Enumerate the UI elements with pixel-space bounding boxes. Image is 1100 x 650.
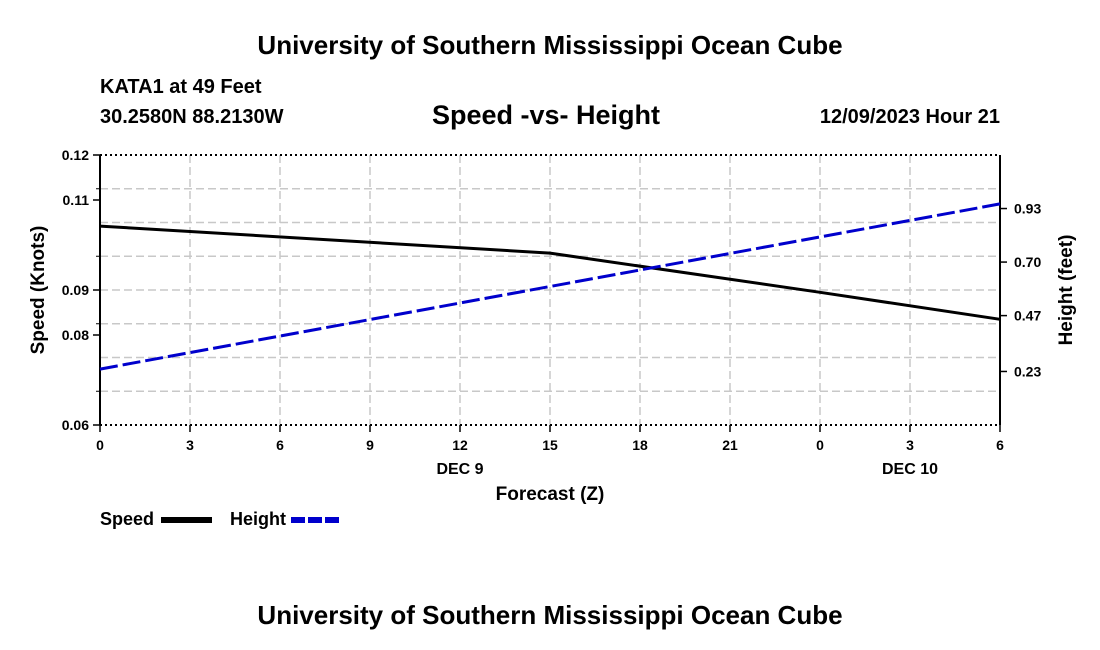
x-tick-label: 15 — [542, 437, 558, 453]
x-tick-label: 9 — [366, 437, 374, 453]
x-tick-label: 0 — [96, 437, 104, 453]
x-tick-label: 0 — [816, 437, 824, 453]
station-label: KATA1 at 49 Feet — [100, 76, 262, 98]
y-left-tick-label: 0.09 — [62, 282, 89, 298]
legend-label-speed: Speed — [100, 509, 155, 529]
x-tick-label: 6 — [996, 437, 1004, 453]
forecast-datetime: 12/09/2023 Hour 21 — [819, 106, 1000, 128]
x-date-label: DEC 10 — [882, 461, 938, 478]
x-axis-label: Forecast (Z) — [496, 484, 605, 505]
station-coords: 30.2580N 88.2130W — [100, 106, 284, 128]
y-left-axis-label: Speed (Knots) — [28, 226, 49, 355]
legend-swatch-height — [291, 517, 342, 523]
y-right-tick-label: 0.47 — [1014, 308, 1041, 324]
y-left-tick-label: 0.12 — [62, 147, 89, 163]
y-right-tick-label: 0.23 — [1014, 363, 1041, 379]
y-right-tick-label: 0.70 — [1014, 254, 1041, 270]
x-tick-label: 6 — [276, 437, 284, 453]
x-tick-label: 3 — [186, 437, 194, 453]
y-left-tick-label: 0.06 — [62, 417, 89, 433]
page-title: University of Southern Mississippi Ocean… — [257, 30, 843, 60]
legend-swatch-speed — [161, 517, 212, 523]
x-date-label: DEC 9 — [436, 461, 483, 478]
series-line-height — [99, 202, 1001, 371]
chart-title: Speed -vs- Height — [432, 100, 661, 130]
x-tick-label: 3 — [906, 437, 914, 453]
footer-title: University of Southern Mississippi Ocean… — [257, 600, 843, 630]
y-left-tick-label: 0.08 — [62, 327, 89, 343]
x-tick-label: 12 — [452, 437, 468, 453]
series-line-speed — [99, 224, 1001, 321]
x-tick-label: 18 — [632, 437, 648, 453]
legend-label-height: Height — [230, 509, 286, 529]
y-right-axis-label: Height (feet) — [1056, 235, 1077, 346]
x-tick-label: 21 — [722, 437, 738, 453]
y-right-tick-label: 0.93 — [1014, 201, 1041, 217]
y-left-tick-label: 0.11 — [63, 192, 90, 208]
